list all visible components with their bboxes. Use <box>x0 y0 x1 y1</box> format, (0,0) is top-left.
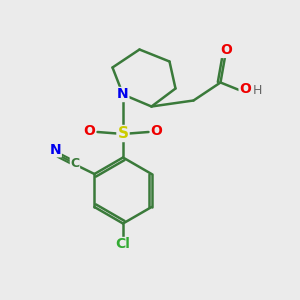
Text: C: C <box>70 157 80 170</box>
Text: N: N <box>50 143 61 157</box>
Text: H: H <box>252 84 262 98</box>
Text: N: N <box>117 88 129 101</box>
Text: O: O <box>220 44 232 57</box>
Text: O: O <box>239 82 251 96</box>
Text: O: O <box>83 124 95 138</box>
Text: O: O <box>151 124 163 138</box>
Text: Cl: Cl <box>116 238 130 251</box>
Text: S: S <box>118 126 128 141</box>
